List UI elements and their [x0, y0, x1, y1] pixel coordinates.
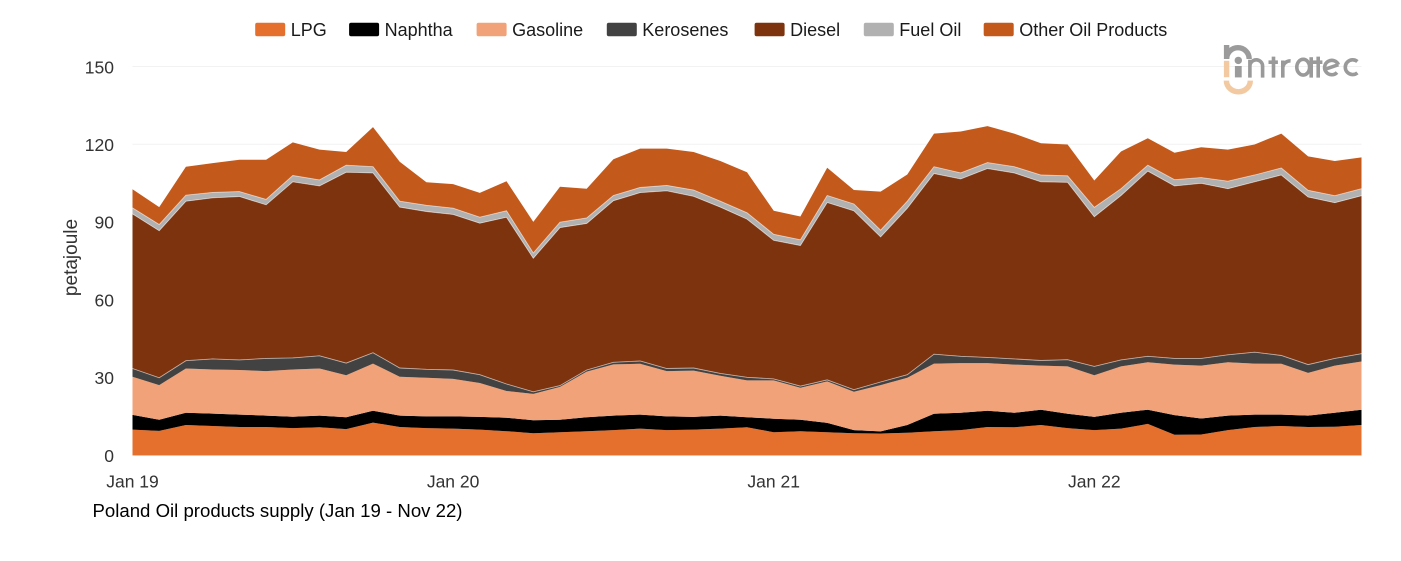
- svg-text:Gasoline: Gasoline: [512, 20, 583, 40]
- svg-text:60: 60: [95, 290, 115, 310]
- svg-text:30: 30: [95, 368, 115, 388]
- svg-text:Poland Oil products supply (Ja: Poland Oil products supply (Jan 19 - Nov…: [93, 500, 463, 521]
- svg-text:Jan 21: Jan 21: [747, 472, 800, 492]
- svg-text:Other Oil Products: Other Oil Products: [1019, 20, 1167, 40]
- svg-text:150: 150: [85, 57, 114, 77]
- svg-text:Jan 20: Jan 20: [427, 472, 480, 492]
- svg-text:0: 0: [104, 446, 114, 466]
- svg-text:LPG: LPG: [291, 20, 327, 40]
- svg-text:Kerosenes: Kerosenes: [642, 20, 728, 40]
- svg-text:Jan 19: Jan 19: [106, 472, 159, 492]
- svg-text:Fuel Oil: Fuel Oil: [899, 20, 961, 40]
- svg-text:petajoule: petajoule: [61, 219, 82, 296]
- svg-text:Diesel: Diesel: [790, 20, 840, 40]
- svg-text:120: 120: [85, 135, 114, 155]
- svg-text:90: 90: [95, 213, 115, 233]
- svg-text:Jan 22: Jan 22: [1068, 472, 1121, 492]
- svg-text:Naphtha: Naphtha: [385, 20, 454, 40]
